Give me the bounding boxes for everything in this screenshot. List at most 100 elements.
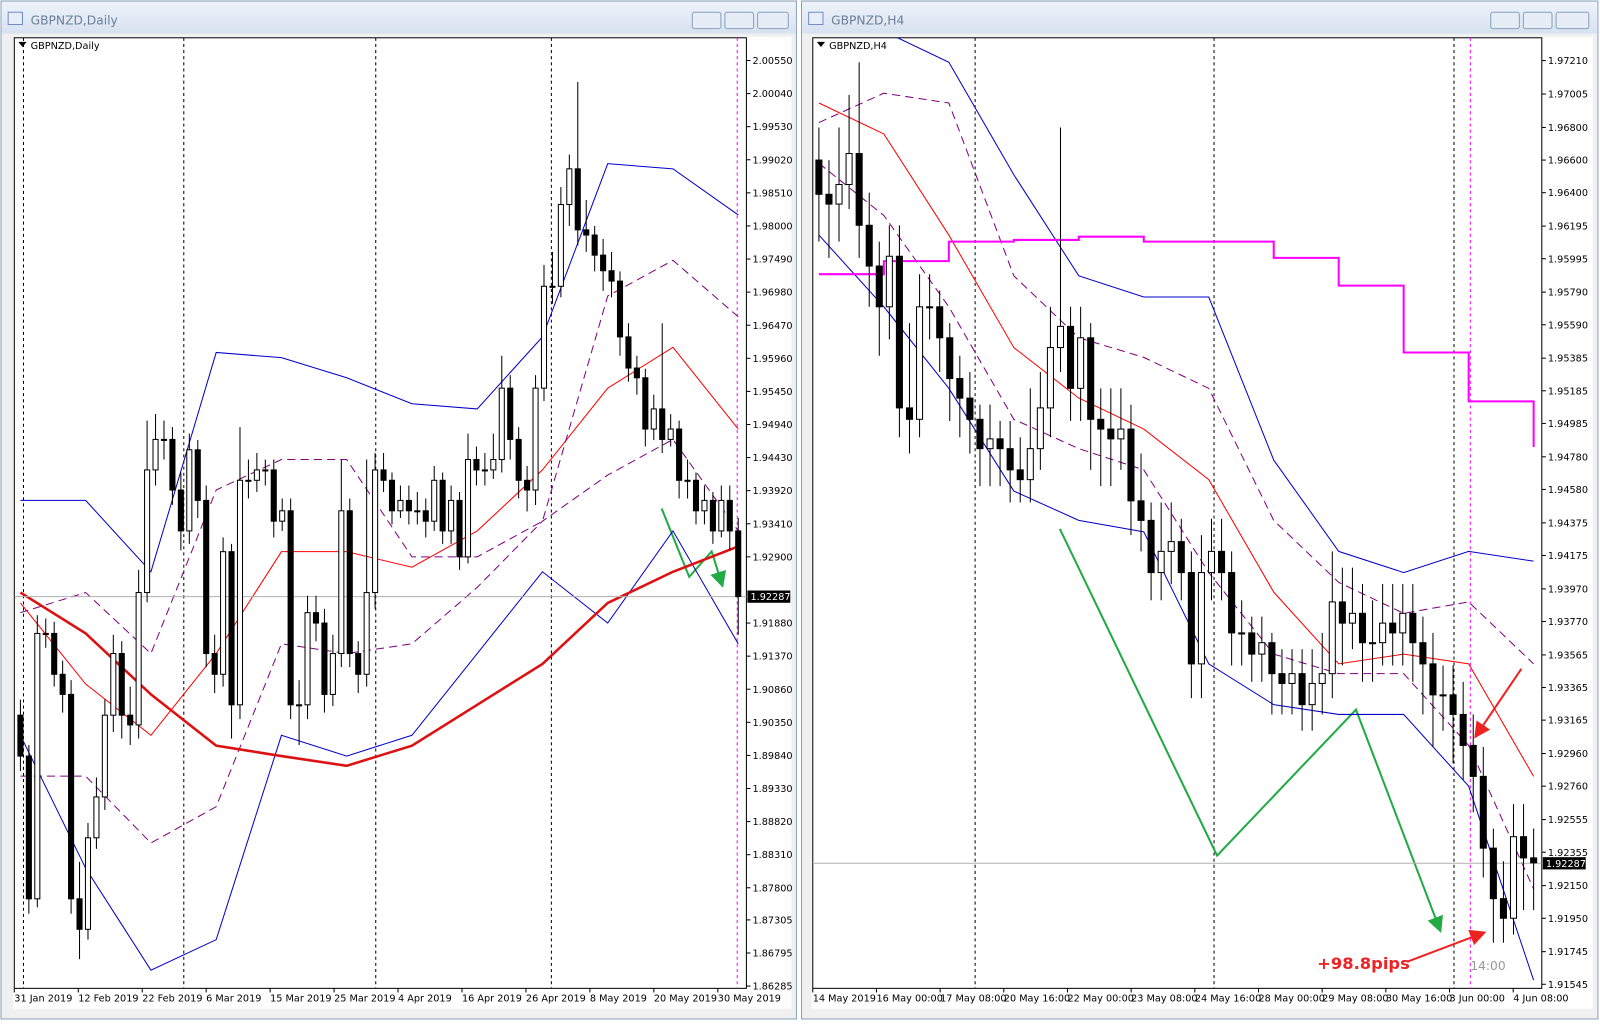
candle-body: [1389, 622, 1397, 634]
y-tick-label: 1.93770: [1548, 617, 1588, 628]
y-tick-label: 1.95995: [1548, 254, 1588, 265]
y-tick-label: 1.92150: [1548, 881, 1588, 892]
candle-body: [916, 306, 924, 420]
candle-body: [835, 184, 843, 205]
y-tick-label: 1.96600: [1548, 156, 1588, 167]
y-tick-label: 1.99530: [753, 122, 793, 133]
y-tick-label: 1.92760: [1548, 782, 1588, 793]
plot-frame: [13, 37, 747, 989]
candle-body: [976, 418, 984, 450]
candle-body: [600, 254, 607, 272]
candle-body: [616, 280, 624, 338]
candle-body: [498, 387, 505, 461]
period-separators: [22, 37, 552, 989]
candle-body: [1006, 448, 1014, 471]
plot-frame: [812, 37, 1543, 989]
close-button[interactable]: [757, 11, 789, 30]
indicator-line: [818, 162, 1535, 890]
candle-body: [372, 469, 379, 594]
indicator-line: [20, 346, 739, 737]
price-tag: [747, 590, 791, 603]
y-tick-label: 1.94780: [1548, 452, 1588, 463]
x-tick-label: 25 Mar 2019: [334, 994, 395, 1005]
candle-body: [1369, 642, 1377, 645]
candle-body: [956, 378, 964, 399]
candle-body: [1459, 713, 1467, 746]
candle-body: [439, 479, 446, 532]
candle-body: [1328, 601, 1336, 675]
candle-body: [220, 551, 227, 675]
minimize-button[interactable]: [691, 11, 722, 30]
candle-body: [473, 459, 480, 471]
candle-body: [405, 499, 412, 512]
candle-body: [926, 306, 934, 309]
candle-body: [448, 499, 455, 532]
x-tick-label: 4 Jun 08:00: [1513, 994, 1568, 1005]
maximize-button[interactable]: [1522, 11, 1553, 30]
y-tick-label: 1.95790: [1548, 288, 1588, 299]
y-tick-label: 1.88820: [753, 817, 793, 828]
candle-body: [186, 449, 193, 532]
y-tick-label: 1.95450: [753, 387, 793, 398]
candle-body: [1499, 898, 1507, 919]
y-tick-label: 1.97490: [753, 255, 793, 266]
candle-body: [194, 449, 201, 501]
indicator-line: [818, 234, 1535, 981]
x-tick-label: 17 May 08:00: [940, 994, 1006, 1005]
x-tick-label: 28 May 00:00: [1259, 994, 1325, 1005]
maximize-button[interactable]: [724, 11, 755, 30]
candle-body: [1479, 775, 1487, 849]
x-tick-label: 20 May 16:00: [1004, 994, 1070, 1005]
candle-body: [1157, 550, 1165, 574]
candle-body: [1167, 541, 1175, 552]
x-tick-label: 30 May 16:00: [1386, 994, 1452, 1005]
x-tick-label: 3 Jun 00:00: [1450, 994, 1505, 1005]
minimize-button[interactable]: [1490, 11, 1520, 30]
window-icon: [7, 11, 23, 26]
y-tick-label: 2.00040: [753, 89, 793, 100]
candle-body: [1218, 550, 1226, 574]
candle-body: [885, 255, 893, 308]
candle-body: [270, 469, 277, 522]
candle-body: [68, 693, 75, 900]
candle-body: [1207, 550, 1216, 574]
y-tick-label: 1.93920: [753, 486, 793, 497]
y-tick-label: 1.97005: [1548, 90, 1588, 101]
window-title: GBPNZD,H4: [831, 14, 904, 28]
candle-body: [905, 407, 914, 420]
candle-body: [1016, 469, 1024, 481]
candle-body: [228, 551, 235, 706]
candle-body: [1399, 612, 1407, 634]
y-tick-label: 1.91745: [1548, 947, 1588, 958]
candle-body: [936, 306, 944, 339]
candle-body: [363, 592, 370, 675]
candle-body: [815, 159, 823, 195]
close-button[interactable]: [1555, 11, 1590, 30]
annotations: +98.8pips 14:00: [660, 508, 1523, 973]
plot: [812, 37, 1542, 981]
candle-body: [507, 387, 514, 440]
candle-body: [17, 714, 24, 757]
x-tick-label: 23 May 08:00: [1131, 994, 1197, 1005]
y-tick-label: 1.94375: [1548, 518, 1588, 529]
y-tick-label: 1.96470: [753, 321, 793, 332]
candle-body: [296, 704, 303, 707]
candle-body: [236, 479, 244, 706]
y-tick-label: 1.91545: [1548, 980, 1588, 991]
candle-body: [34, 632, 41, 900]
y-tick-label: 1.90860: [753, 685, 793, 696]
candle-body: [684, 479, 691, 482]
candle-body: [583, 229, 590, 236]
candle-body: [735, 530, 742, 597]
candle-body: [1520, 836, 1528, 859]
candle-body: [1228, 572, 1236, 634]
y-tick-label: 1.91370: [753, 652, 793, 663]
x-tick-label: 29 May 08:00: [1322, 994, 1388, 1005]
window-icon: [808, 11, 824, 26]
indicator-line: [818, 102, 1535, 777]
candle-body: [515, 438, 522, 481]
x-tick-label: 16 Apr 2019: [462, 994, 522, 1005]
candle-body: [464, 459, 472, 558]
candle-body: [1238, 632, 1246, 635]
candle-body: [855, 153, 863, 226]
